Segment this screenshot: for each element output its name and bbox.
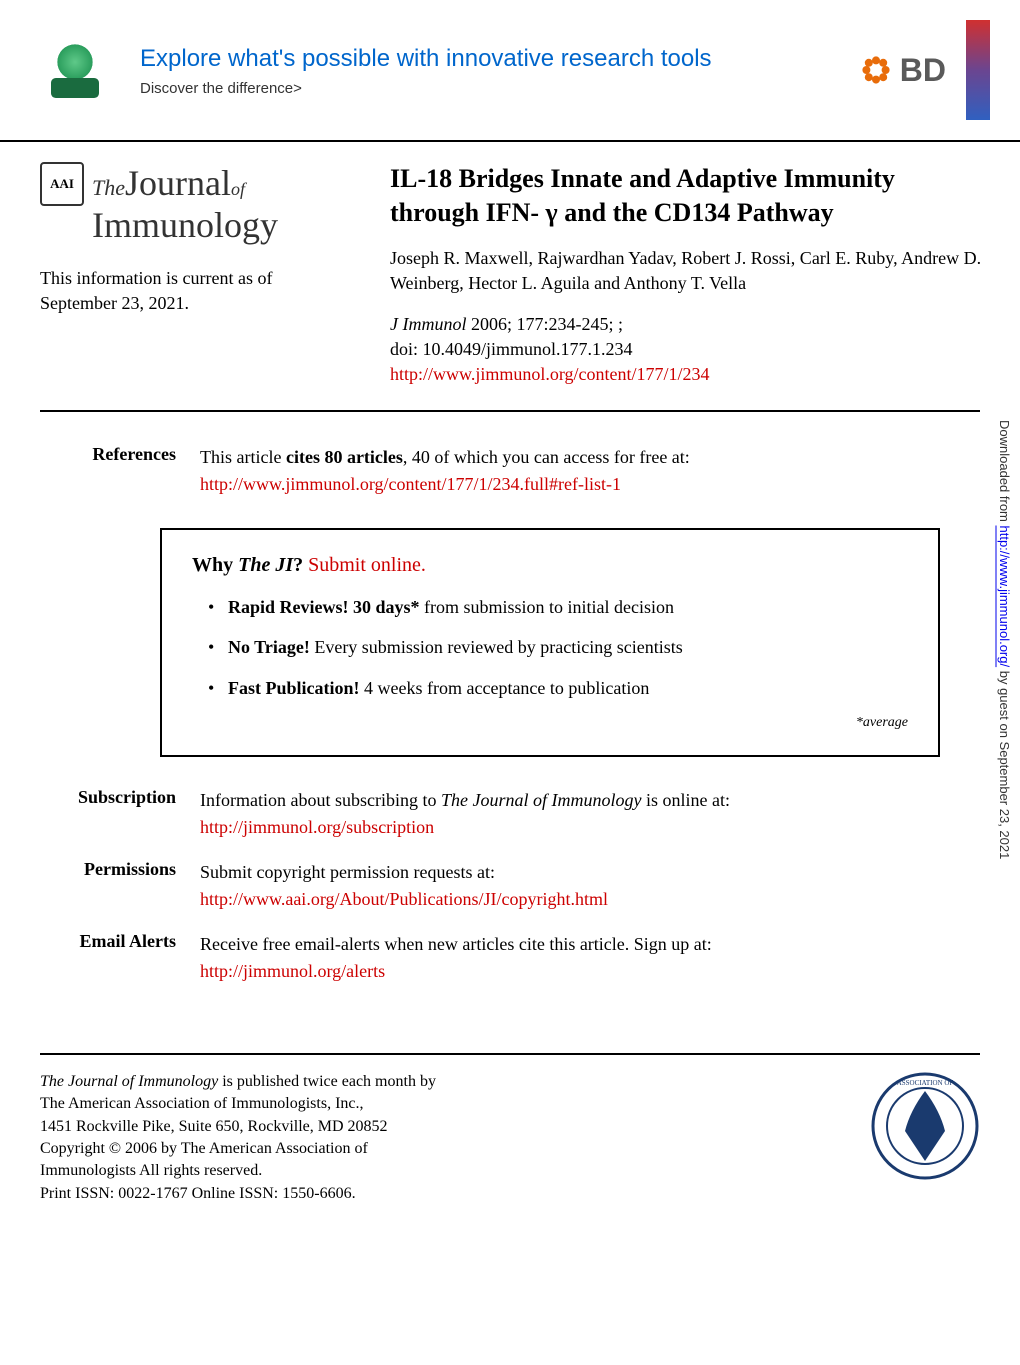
email-alerts-link[interactable]: http://jimmunol.org/alerts	[200, 961, 385, 981]
permissions-link[interactable]: http://www.aai.org/About/Publications/JI…	[200, 889, 608, 909]
why-item-3: Fast Publication! 4 weeks from acceptanc…	[208, 674, 908, 703]
banner-headline: Explore what's possible with innovative …	[140, 43, 860, 74]
permissions-content: Submit copyright permission requests at:…	[200, 859, 980, 913]
footer-text: The Journal of Immunology is published t…	[40, 1071, 840, 1205]
journal-logo[interactable]: TheJournalof Immunology This information…	[40, 162, 390, 388]
why-item-2: No Triage! Every submission reviewed by …	[208, 633, 908, 662]
why-heading: Why The JI? Submit online.	[192, 554, 908, 577]
top-banner: Explore what's possible with innovative …	[0, 0, 1020, 142]
why-list: Rapid Reviews! 30 days* from submission …	[192, 593, 908, 703]
journal-logo-text: TheJournalof	[92, 164, 245, 204]
permissions-row: Permissions Submit copyright permission …	[40, 859, 980, 913]
aai-seal-icon: ASSOCIATION OF	[870, 1071, 980, 1181]
subscription-content: Information about subscribing to The Jou…	[200, 787, 980, 841]
citation-block: J Immunol 2006; 177:234-245; ; doi: 10.4…	[390, 312, 990, 388]
email-alerts-content: Receive free email-alerts when new artic…	[200, 931, 980, 985]
currency-note: This information is current as of Septem…	[40, 266, 320, 316]
meta-rows: Subscription Information about subscribi…	[0, 777, 1020, 1013]
permissions-label: Permissions	[40, 859, 200, 913]
article-url-link[interactable]: http://www.jimmunol.org/content/177/1/23…	[390, 364, 710, 384]
email-alerts-label: Email Alerts	[40, 931, 200, 985]
banner-text: Explore what's possible with innovative …	[120, 43, 860, 97]
bd-flower-icon	[860, 54, 892, 86]
banner-subhead: Discover the difference>	[140, 80, 860, 97]
divider-1	[40, 410, 980, 412]
footer: The Journal of Immunology is published t…	[0, 1071, 1020, 1235]
references-link[interactable]: http://www.jimmunol.org/content/177/1/23…	[200, 474, 621, 494]
why-ji-box: Why The JI? Submit online. Rapid Reviews…	[160, 528, 940, 757]
references-label: References	[40, 444, 200, 498]
svg-text:ASSOCIATION OF: ASSOCIATION OF	[897, 1079, 954, 1087]
subscription-label: Subscription	[40, 787, 200, 841]
sidebar-link[interactable]: http://www.jimmunol.org/	[997, 526, 1012, 668]
bd-logo[interactable]: BD	[860, 52, 946, 89]
article-authors: Joseph R. Maxwell, Rajwardhan Yadav, Rob…	[390, 246, 990, 296]
aai-emblem-icon	[40, 162, 84, 206]
banner-color-bar	[966, 20, 990, 120]
footer-divider	[40, 1053, 980, 1055]
submit-online-link[interactable]: Submit online.	[308, 554, 426, 576]
journal-name-2: Immunology	[40, 206, 370, 246]
bd-label: BD	[900, 52, 946, 89]
download-sidebar: Downloaded from http://www.jimmunol.org/…	[997, 420, 1012, 859]
subscription-link[interactable]: http://jimmunol.org/subscription	[200, 817, 434, 837]
subscription-row: Subscription Information about subscribi…	[40, 787, 980, 841]
title-area: IL-18 Bridges Innate and Adaptive Immuni…	[390, 162, 990, 388]
citation-details: 2006; 177:234-245; ;	[466, 314, 623, 334]
article-title: IL-18 Bridges Innate and Adaptive Immuni…	[390, 162, 990, 230]
references-content: This article cites 80 articles, 40 of wh…	[200, 444, 980, 498]
header-section: TheJournalof Immunology This information…	[0, 142, 1020, 398]
citation-journal: J Immunol	[390, 314, 466, 334]
banner-research-icon	[30, 25, 120, 115]
references-row: References This article cites 80 article…	[0, 424, 1020, 508]
why-item-1: Rapid Reviews! 30 days* from submission …	[208, 593, 908, 622]
email-alerts-row: Email Alerts Receive free email-alerts w…	[40, 931, 980, 985]
why-footnote: *average	[192, 715, 908, 731]
citation-doi: doi: 10.4049/jimmunol.177.1.234	[390, 339, 633, 359]
